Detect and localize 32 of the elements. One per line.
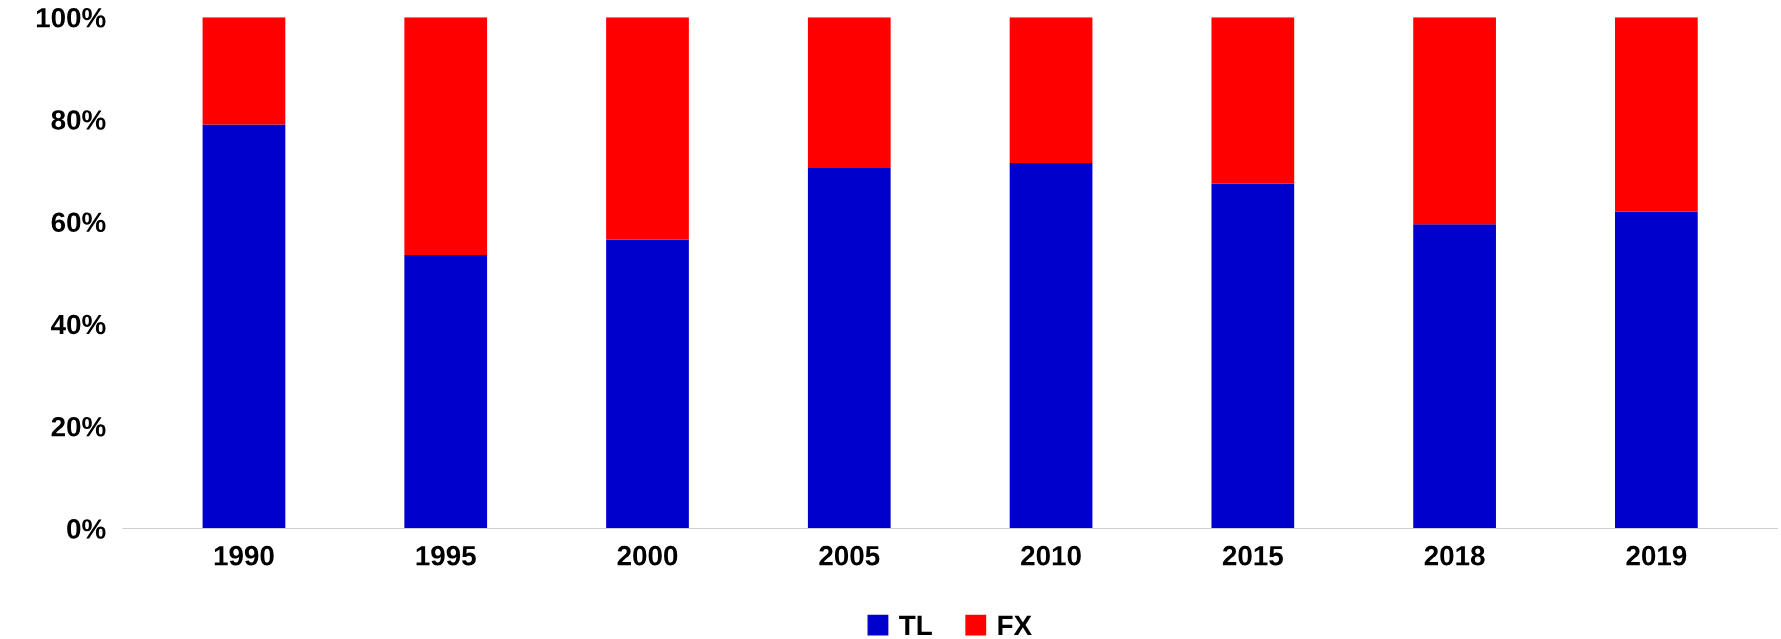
bar <box>807 17 891 169</box>
bar <box>1413 17 1496 225</box>
y-tick-label: 60% <box>51 212 106 233</box>
bar <box>1413 224 1496 529</box>
bar <box>404 254 488 529</box>
bar <box>1211 17 1295 184</box>
bar <box>1009 17 1093 163</box>
x-tick-label: 2000 <box>617 545 678 566</box>
bar <box>606 239 689 529</box>
y-tick-label: 0% <box>67 519 106 539</box>
bar <box>1615 211 1698 529</box>
x-tick-label: 2005 <box>819 545 880 566</box>
x-tick-label: 1990 <box>214 545 274 566</box>
bar <box>807 168 891 529</box>
y-tick-label: 100% <box>36 7 106 28</box>
bar <box>1009 162 1093 529</box>
legend-label: TL <box>899 615 932 635</box>
y-tick-label: 20% <box>51 416 106 437</box>
bar <box>202 124 286 529</box>
bar <box>1211 183 1295 529</box>
x-tick-label: 2015 <box>1222 545 1283 566</box>
bar <box>606 17 689 240</box>
x-tick-label: 2018 <box>1424 545 1485 566</box>
x-tick-label: 2019 <box>1626 545 1687 566</box>
legend-label: FX <box>998 615 1032 635</box>
x-tick-label: 2010 <box>1021 545 1081 566</box>
x-tick-label: 1995 <box>416 545 476 566</box>
y-tick-label: 80% <box>51 110 106 130</box>
y-tick-label: 40% <box>51 314 106 335</box>
bar <box>1615 17 1698 212</box>
bar <box>202 17 286 125</box>
bar <box>404 17 488 255</box>
